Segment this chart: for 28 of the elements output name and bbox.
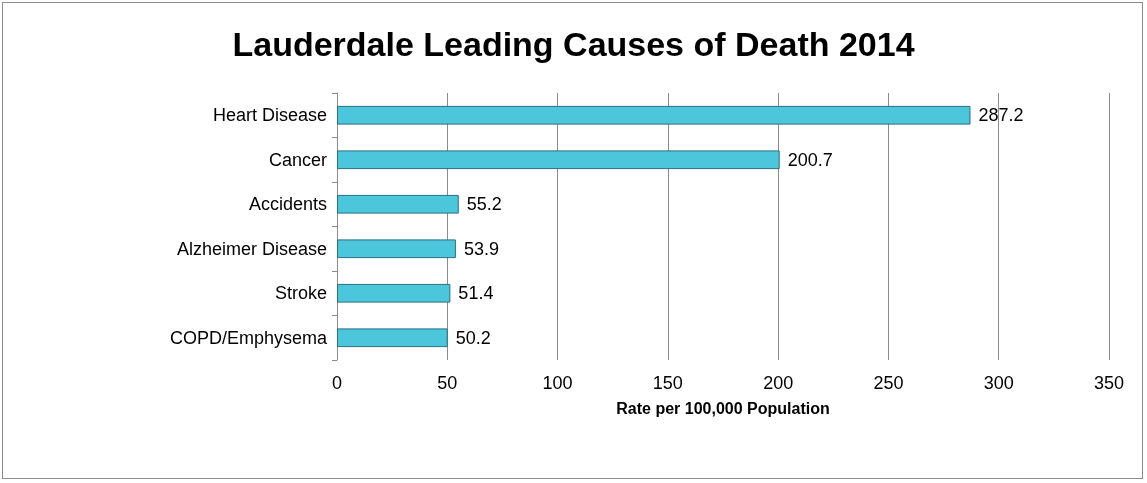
data-label: 50.2 — [455, 327, 491, 348]
y-tick-label: COPD/Emphysema — [169, 327, 328, 348]
bar — [337, 239, 456, 259]
y-tick-label: Cancer — [268, 149, 327, 170]
bar — [337, 150, 780, 170]
y-tick-label: Accidents — [248, 194, 327, 215]
x-tick-label: 50 — [437, 373, 458, 393]
x-tick-label: 300 — [983, 373, 1014, 393]
x-tick-label: 0 — [331, 373, 343, 393]
y-tick-label: Alzheimer Disease — [176, 238, 327, 259]
data-label: 287.2 — [978, 105, 1024, 126]
x-tick-label: 150 — [652, 373, 683, 393]
y-tick-label: Heart Disease — [212, 105, 327, 126]
x-tick-label: 200 — [763, 373, 794, 393]
data-label: 51.4 — [458, 283, 494, 304]
x-tick-label: 100 — [542, 373, 573, 393]
bar — [337, 105, 971, 125]
x-axis-title: Rate per 100,000 Population — [616, 399, 830, 417]
bar — [337, 194, 459, 214]
x-tick-label: 350 — [1093, 373, 1125, 393]
bar — [337, 283, 451, 303]
data-label: 53.9 — [463, 238, 499, 259]
data-label: 55.2 — [466, 194, 502, 215]
chart-title: Lauderdale Leading Causes of Death 2014 — [232, 25, 915, 63]
data-label: 200.7 — [787, 149, 833, 170]
y-tick-label: Stroke — [274, 283, 327, 304]
x-tick-label: 250 — [873, 373, 904, 393]
bar — [337, 328, 448, 348]
